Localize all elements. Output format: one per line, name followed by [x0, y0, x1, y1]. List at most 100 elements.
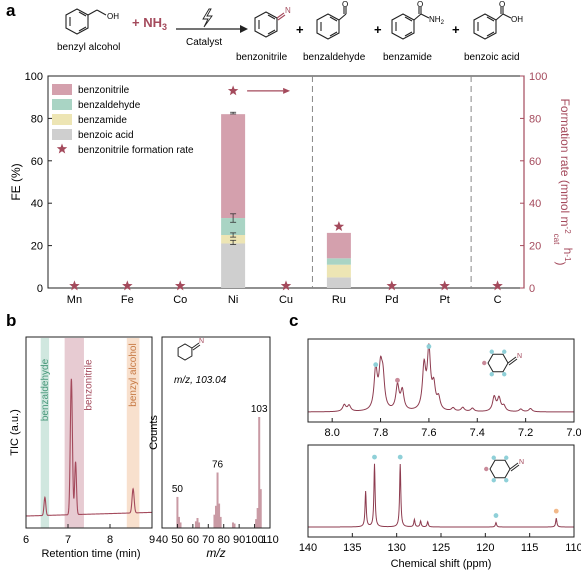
x-tick-label-nmr: 125 [432, 542, 450, 554]
nmr-peak-dot [373, 362, 379, 368]
x-tick-label-nmr: 7.2 [518, 427, 533, 439]
nmr-site-dot [489, 372, 494, 377]
x-tick-label-b2: 100 [245, 534, 263, 546]
x-tick-label-nmr: 140 [299, 542, 317, 554]
bar-benzoic-acid-Ru [326, 277, 351, 288]
nmr-benzonitrile-ring [487, 353, 509, 373]
ms-bar-103 [258, 417, 261, 528]
reagent-plus: + NH3 [132, 15, 167, 32]
y-axis-label-a: FE (%) [9, 163, 23, 200]
nmr-site-dot [504, 455, 509, 460]
legend-label-a: benzaldehyde [78, 100, 141, 111]
plot-frame-b2 [161, 336, 271, 529]
nmr-nitrile-bond [510, 464, 520, 472]
ms-peak-label-103: 103 [251, 404, 268, 415]
bar-benzonitrile-Ni [221, 114, 246, 219]
y-tick-label-a: 60 [31, 156, 43, 168]
nmr-site-dot [502, 372, 507, 377]
x-tick-label-a: Ni [228, 294, 238, 306]
panel-letter-c: c [289, 311, 298, 330]
band-benzonitrile [64, 338, 84, 528]
band-label-benzonitrile: benzonitrile [83, 359, 94, 411]
ms-benzonitrile-ring [177, 343, 193, 361]
chart-a: 0 20 40 60 80 100 0 20 40 60 80 100 FE (%) Formation … [9, 71, 575, 306]
nmr-site-dot [502, 349, 507, 354]
nmr-site-dot [491, 455, 496, 460]
nmr-site-dot [484, 466, 489, 472]
ms-bar-64 [198, 522, 201, 528]
legend-swatch-a [52, 129, 72, 140]
x-tick-label-a: Mn [67, 294, 82, 306]
x-axis-label-b2: m/z [206, 546, 225, 560]
benzaldehyde-structure [316, 7, 347, 40]
bar-benzamide-Ru [326, 264, 351, 278]
x-tick-label-nmr: 7.0 [566, 427, 581, 439]
x-tick-label-nmr: 7.4 [470, 427, 485, 439]
rate-star-Fe [122, 280, 133, 291]
plus-2: + [374, 22, 382, 37]
product-label-benzaldehyde: benzaldehyde [303, 52, 366, 63]
oh-label: OH [107, 12, 119, 21]
ms-bar-62 [194, 521, 197, 528]
x-tick-label-b2: 90 [233, 534, 245, 546]
product-label-benzamide: benzamide [383, 52, 432, 63]
y-tick-label-a: 100 [25, 71, 43, 83]
ms-bar-104 [259, 489, 262, 528]
ms-bar-78 [219, 516, 222, 528]
bar-benzaldehyde-Ru [326, 258, 351, 265]
nmr-benzonitrile-ring [489, 459, 511, 479]
reaction-arrow [176, 8, 248, 33]
nmr-peak-dot [372, 454, 377, 460]
ms-annotation: m/z, 103.04 [174, 375, 227, 386]
product-label-benzoic-acid: benzoic acid [464, 52, 520, 63]
x-tick-label-nmr: 135 [343, 542, 361, 554]
rate-star-Co [174, 280, 186, 291]
nmr-nitrile-bond [508, 358, 518, 366]
x-tick-label-a: Cu [279, 294, 293, 306]
nmr-nitrile-bond [509, 462, 519, 470]
nmr-nitrile-n: N [517, 353, 522, 360]
x-tick-label-nmr: 8.0 [325, 427, 340, 439]
aldehyde-o-label: O [342, 0, 348, 9]
plot-frame-nmr [307, 338, 575, 423]
nmr-peak-dot [493, 513, 499, 518]
rate-star-C [492, 280, 503, 291]
ms-bar-77 [218, 503, 221, 528]
y-axis-label-b2: Counts [148, 415, 160, 450]
x-tick-label-a: Pd [385, 294, 398, 306]
ms-nitrile-bond [192, 344, 201, 351]
legend-label-a: benzonitrile formation rate [78, 145, 194, 156]
amide-o-label: O [417, 0, 423, 9]
plus-1: + [296, 22, 304, 37]
legend-label-a: benzonitrile [78, 85, 130, 96]
band-label-benzyl-alcohol: benzyl alcohol [128, 343, 139, 406]
x-axis-label-b1: Retention time (min) [41, 548, 140, 560]
y2-tick-label-a: 100 [529, 71, 547, 83]
plot-frame-b1 [25, 336, 153, 529]
ms-bar-101 [255, 519, 258, 528]
nmr-trace [308, 463, 574, 528]
band-label-benzaldehyde: benzaldehyde [40, 358, 51, 421]
y2-tick-label-a: 20 [529, 241, 541, 253]
y-tick-label-a: 80 [31, 113, 43, 125]
nmr-peak-dot [553, 508, 559, 514]
nmr-site-dot [482, 360, 487, 366]
ms-bar-50 [176, 496, 179, 528]
legend-swatch-a [52, 84, 72, 95]
ms-bar-86 [231, 522, 234, 528]
bar-benzoic-acid-Ni [221, 243, 246, 288]
rate-star-Ni [227, 85, 239, 96]
nitrile-n-label: N [285, 6, 291, 15]
x-tick-label-b2: 50 [171, 534, 183, 546]
y2-tick-label-a: 80 [529, 113, 541, 125]
ms-bar-52 [179, 522, 182, 528]
ms-bar-51 [177, 516, 180, 528]
benzamide-structure [391, 7, 430, 40]
ms-nitrile-n: N [199, 338, 204, 345]
x-tick-label-b1: 6 [23, 534, 29, 546]
y-tick-label-a: 0 [37, 283, 43, 295]
ms-nitrile-bond [191, 342, 200, 349]
benzyl-alcohol-structure [65, 8, 107, 35]
